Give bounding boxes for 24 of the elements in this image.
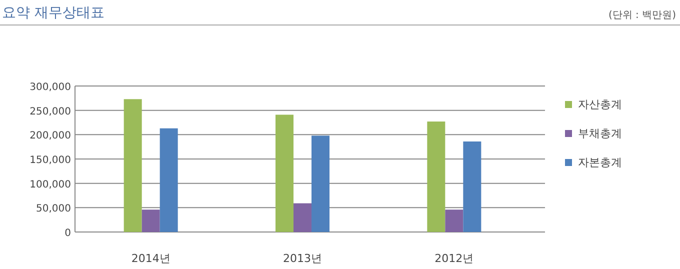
bar: [445, 210, 464, 232]
bar: [463, 141, 482, 232]
y-tick-label: 150,000: [30, 155, 71, 166]
y-tick-label: 100,000: [30, 179, 71, 190]
y-tick-label: 250,000: [30, 106, 71, 118]
legend-label: 부채총계: [578, 127, 622, 140]
bar: [124, 99, 142, 232]
legend-label: 자본총계: [578, 156, 622, 169]
bar: [142, 210, 160, 232]
y-tick-label: 200,000: [30, 130, 71, 142]
y-tick-label: 50,000: [36, 204, 71, 215]
x-tick-label: 2013년: [283, 252, 322, 265]
y-tick-label: 0: [64, 228, 71, 239]
bar: [427, 122, 446, 232]
bar: [276, 114, 294, 232]
chart-title: 요약 재무상태표: [2, 5, 104, 21]
bar: [294, 203, 312, 232]
bar: [312, 136, 330, 232]
x-tick-label: 2014년: [131, 252, 170, 265]
x-tick-label: 2012년: [434, 252, 474, 265]
legend-label: 자산총계: [578, 98, 622, 111]
bar: [160, 128, 178, 232]
text: (단위 : 백만원): [608, 10, 676, 21]
y-tick-label: 300,000: [30, 82, 71, 93]
